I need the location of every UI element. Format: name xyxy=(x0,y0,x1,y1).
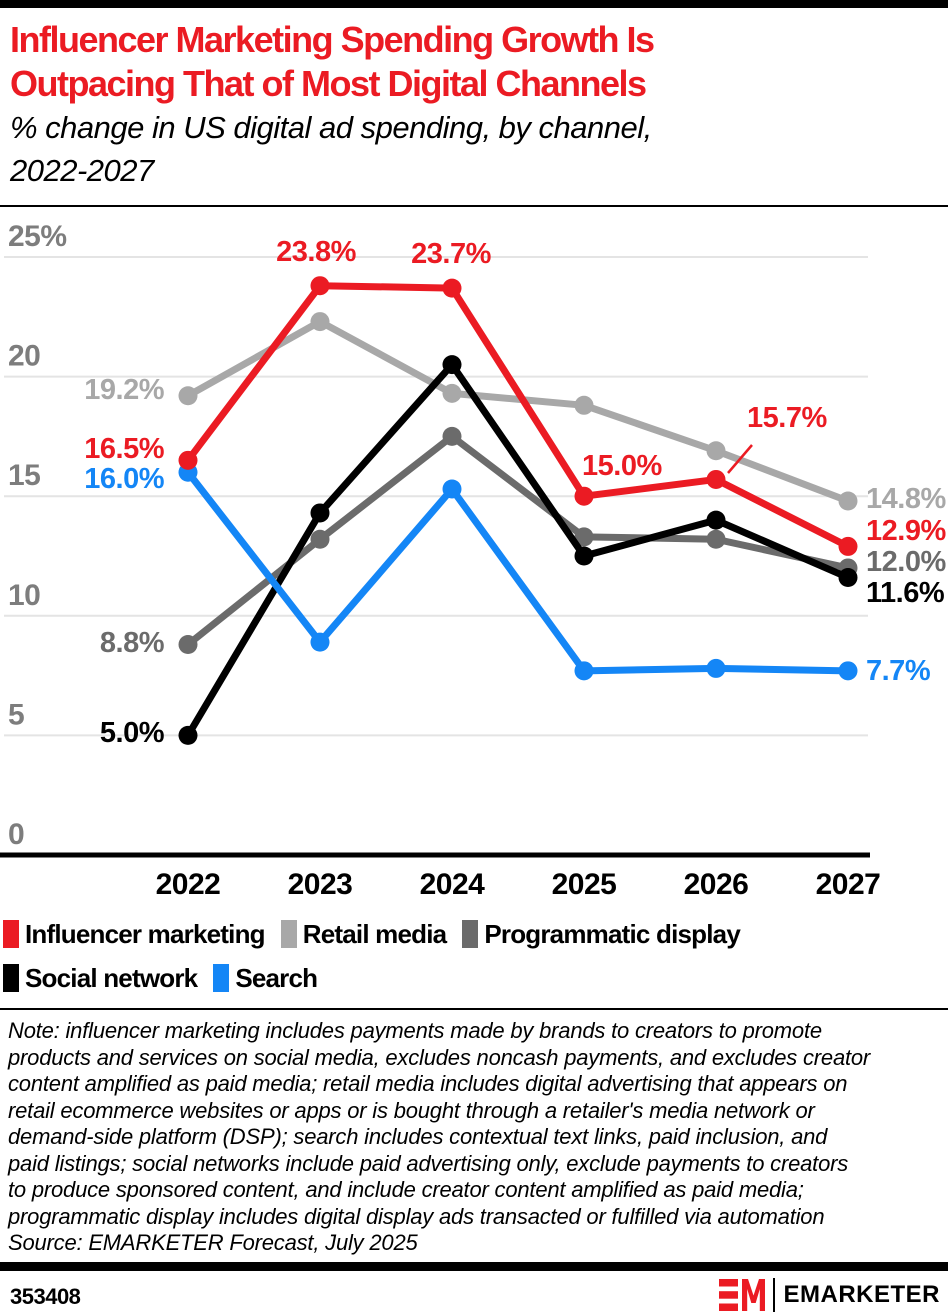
svg-text:5: 5 xyxy=(8,698,24,731)
svg-text:2027: 2027 xyxy=(816,868,881,901)
chart-title: Influencer Marketing Spending Growth Is … xyxy=(10,19,655,104)
svg-text:23.7%: 23.7% xyxy=(411,238,491,270)
legend-label: Social network xyxy=(25,962,198,993)
svg-text:12.0%: 12.0% xyxy=(866,546,946,578)
legend-row-1: Influencer marketing Retail media Progra… xyxy=(3,912,943,956)
svg-text:23.8%: 23.8% xyxy=(276,236,356,268)
svg-text:5.0%: 5.0% xyxy=(100,717,165,749)
chart-subtitle: % change in US digital ad spending, by c… xyxy=(10,110,652,188)
legend-label: Programmatic display xyxy=(484,918,740,949)
legend-swatch-social-network xyxy=(3,964,19,992)
footer-black-bar xyxy=(0,1262,948,1271)
svg-text:20: 20 xyxy=(8,340,40,373)
header-divider xyxy=(0,205,948,207)
line-chart: 25% 20 15 10 5 0 2022 2023 2024 2025 2026 2027 16.5%… xyxy=(0,220,947,901)
top-black-bar xyxy=(0,0,948,8)
svg-text:15.7%: 15.7% xyxy=(747,402,827,434)
svg-text:11.6%: 11.6% xyxy=(866,577,945,609)
svg-text:2023: 2023 xyxy=(288,868,353,901)
svg-text:10: 10 xyxy=(8,579,40,612)
svg-text:19.2%: 19.2% xyxy=(84,374,164,406)
legend-item-retail-media: Retail media xyxy=(280,918,447,950)
svg-text:2022: 2022 xyxy=(156,868,221,901)
svg-text:15: 15 xyxy=(8,459,40,492)
svg-text:15.0%: 15.0% xyxy=(582,450,662,482)
legend-item-influencer-marketing: Influencer marketing xyxy=(3,918,266,950)
svg-text:2025: 2025 xyxy=(552,868,617,901)
note-text: Note: influencer marketing includes paym… xyxy=(8,1018,871,1229)
svg-text:0: 0 xyxy=(8,818,24,851)
svg-text:16.5%: 16.5% xyxy=(84,433,164,465)
svg-text:8.8%: 8.8% xyxy=(100,627,165,659)
legend: Influencer marketing Retail media Progra… xyxy=(3,912,943,1000)
legend-row-2: Social network Search xyxy=(3,956,943,1000)
legend-label: Influencer marketing xyxy=(25,918,266,949)
note-divider xyxy=(0,1008,948,1010)
svg-text:12.9%: 12.9% xyxy=(866,515,946,547)
legend-swatch-influencer-marketing xyxy=(3,920,19,948)
legend-swatch-search xyxy=(213,964,230,992)
logo-divider xyxy=(773,1278,776,1312)
svg-text:2024: 2024 xyxy=(420,868,486,901)
legend-item-social-network: Social network xyxy=(3,962,198,994)
svg-text:25%: 25% xyxy=(8,220,67,253)
source-text: Source: EMARKETER Forecast, July 2025 xyxy=(8,1230,418,1255)
legend-label: Retail media xyxy=(302,918,447,949)
legend-label: Search xyxy=(235,962,318,993)
emarketer-logo: EMARKETER xyxy=(719,1278,940,1312)
emarketer-em-icon xyxy=(719,1279,766,1311)
legend-swatch-programmatic-display xyxy=(462,920,479,948)
svg-text:14.8%: 14.8% xyxy=(866,483,946,515)
svg-text:2026: 2026 xyxy=(684,868,749,901)
legend-swatch-retail-media xyxy=(280,920,297,948)
svg-text:7.7%: 7.7% xyxy=(866,655,931,687)
svg-text:16.0%: 16.0% xyxy=(84,463,164,495)
legend-item-search: Search xyxy=(213,962,318,994)
chart-id: 353408 xyxy=(10,1284,81,1309)
logo-wordmark: EMARKETER xyxy=(783,1281,940,1308)
legend-item-programmatic-display: Programmatic display xyxy=(462,918,741,950)
